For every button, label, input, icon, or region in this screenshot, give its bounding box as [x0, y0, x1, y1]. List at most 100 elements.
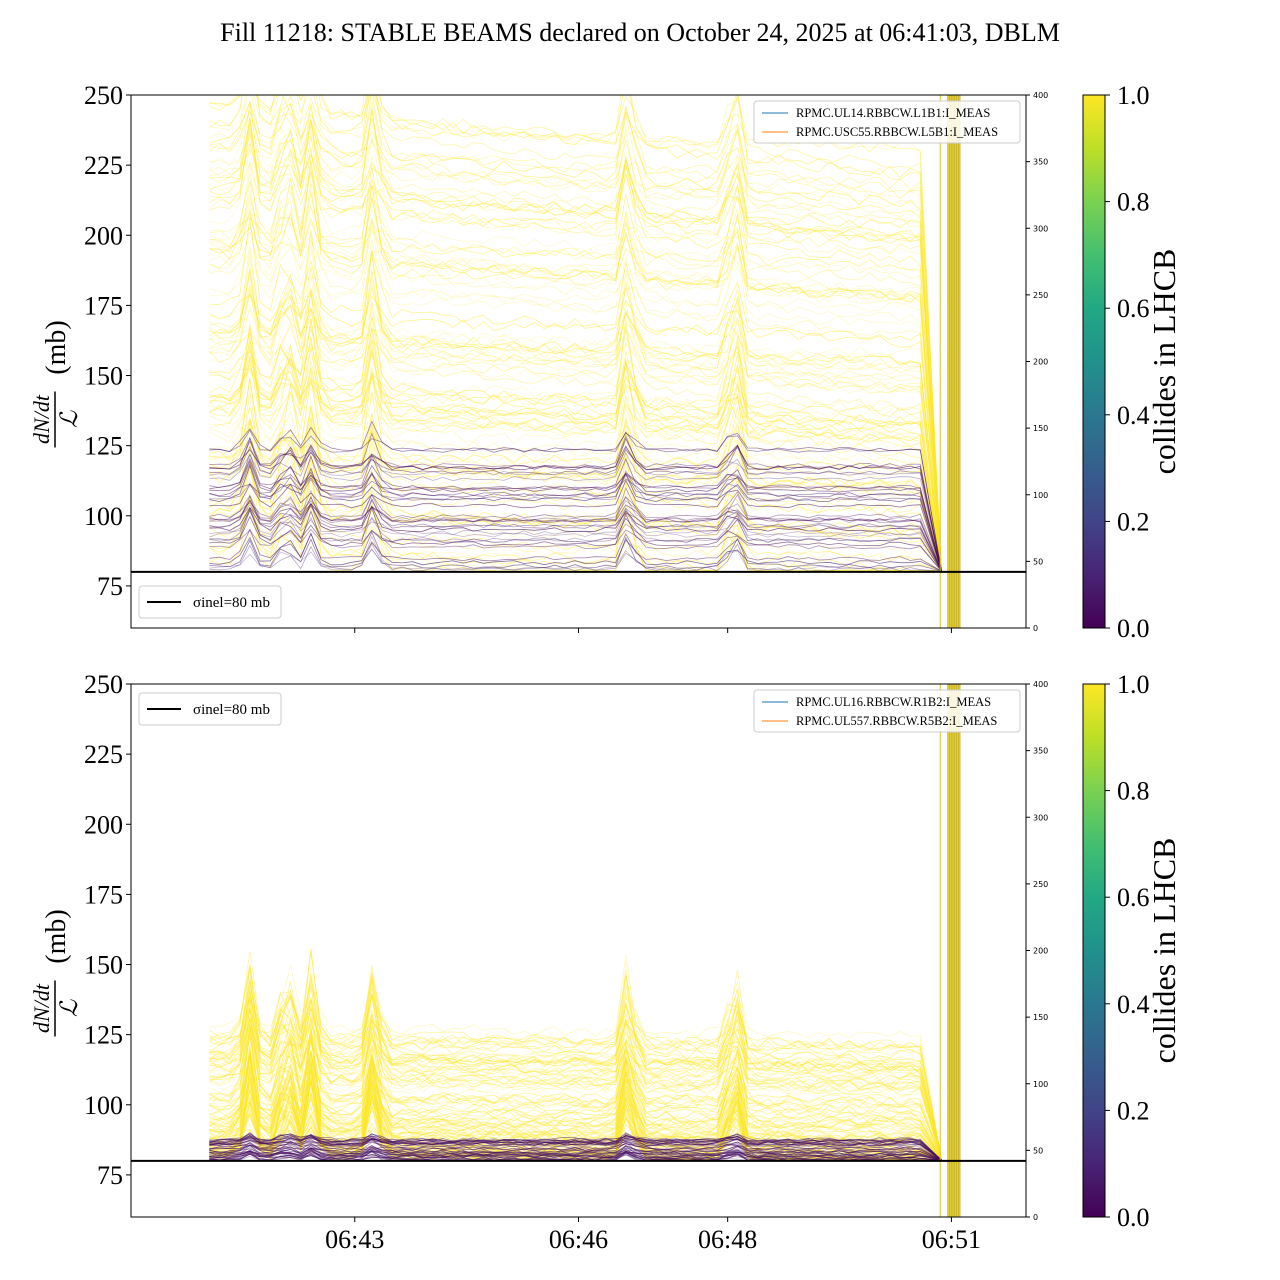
colliding-trace	[209, 1029, 942, 1160]
colliding-trace	[209, 1029, 942, 1160]
colliding-trace	[209, 963, 942, 1160]
colliding-trace	[209, 1036, 942, 1160]
colliding-trace	[209, 994, 942, 1160]
non-colliding-trace	[209, 542, 942, 572]
y2-tick-label: 200	[1033, 947, 1048, 956]
colliding-trace	[209, 975, 942, 1160]
colliding-trace	[209, 270, 942, 571]
colliding-trace	[209, 292, 942, 571]
non-colliding-trace	[209, 1146, 942, 1161]
colliding-trace	[209, 1035, 942, 1160]
colliding-trace	[209, 1051, 942, 1160]
y-tick-label: 225	[84, 740, 123, 769]
y-label-denominator: ℒ	[57, 999, 83, 1017]
colliding-trace	[209, 294, 942, 571]
colorbar-tick-label: 0.6	[1117, 294, 1150, 323]
colliding-trace	[209, 993, 942, 1160]
y-label-numerator: dN/dt	[29, 983, 54, 1033]
y2-tick-label: 400	[1033, 680, 1048, 689]
colliding-trace	[209, 192, 942, 571]
colorbar-label: collides in LHCB	[1146, 249, 1182, 475]
colorbar-tick-label: 0.6	[1117, 883, 1150, 912]
colliding-trace	[209, 1069, 942, 1160]
y2-tick-label: 0	[1033, 624, 1038, 633]
non-colliding-trace	[209, 506, 942, 572]
colliding-trace	[209, 369, 942, 571]
colliding-trace	[209, 132, 942, 571]
colliding-trace	[209, 275, 942, 571]
colliding-trace	[209, 325, 942, 571]
colliding-trace	[209, 1076, 942, 1160]
y-tick-label: 250	[84, 81, 123, 110]
colliding-trace	[209, 158, 942, 571]
colliding-trace	[209, 948, 942, 1160]
figure-title: Fill 11218: STABLE BEAMS declared on Oct…	[220, 18, 1060, 47]
colliding-trace	[209, 117, 942, 571]
colliding-trace	[209, 952, 942, 1160]
y2-tick-label: 350	[1033, 747, 1048, 756]
colliding-trace	[209, 1060, 942, 1160]
bottom-y-axis: 75 100 125 150 175 200 225 250	[84, 670, 131, 1190]
top-x-axis	[354, 628, 952, 633]
y2-tick-label: 50	[1033, 557, 1043, 566]
y2-tick-label: 200	[1033, 358, 1048, 367]
legend-box	[138, 692, 282, 726]
colliding-trace	[209, 1029, 942, 1160]
colliding-trace	[209, 984, 942, 1160]
colliding-trace	[209, 406, 942, 571]
colliding-trace	[209, 442, 942, 571]
colliding-trace	[209, 271, 942, 571]
legend-entry-label: RPMC.USC55.RBBCW.L5B1:I_MEAS	[796, 125, 998, 139]
legend-entry-label: RPMC.UL16.RBBCW.R1B2:I_MEAS	[796, 695, 991, 709]
colliding-trace	[209, 95, 942, 571]
y2-tick-label: 250	[1033, 291, 1048, 300]
colliding-trace	[209, 346, 942, 571]
non-colliding-trace	[209, 460, 942, 572]
colliding-trace	[209, 345, 942, 571]
colliding-trace	[209, 1006, 942, 1160]
colliding-trace	[209, 1017, 942, 1160]
colliding-trace	[209, 1051, 942, 1160]
bottom-colorbar: 0.0 0.2 0.4 0.6 0.8 1.0 collides in LHCB	[1082, 670, 1182, 1232]
colliding-trace	[209, 184, 942, 571]
colliding-trace	[209, 1001, 942, 1160]
top-y-axis: 75 100 125 150 175 200 225 250	[84, 81, 131, 601]
colliding-trace	[209, 95, 942, 571]
colliding-trace	[209, 320, 942, 571]
colorbar-tick-label: 0.2	[1117, 507, 1150, 536]
y-label-numerator: dN/dt	[29, 394, 54, 444]
non-colliding-trace	[209, 1134, 942, 1161]
non-colliding-trace	[209, 1148, 942, 1161]
y2-tick-label: 350	[1033, 158, 1048, 167]
colliding-trace	[209, 200, 942, 571]
colliding-trace	[209, 377, 942, 571]
colliding-trace	[209, 229, 942, 571]
colliding-trace	[209, 337, 942, 571]
y-tick-label: 225	[84, 151, 123, 180]
non-colliding-trace	[209, 420, 942, 572]
colorbar-tick-label: 0.4	[1117, 401, 1150, 430]
colliding-trace	[209, 977, 942, 1160]
non-colliding-trace	[209, 1145, 942, 1161]
non-colliding-trace	[209, 472, 942, 572]
colliding-trace	[209, 1019, 942, 1160]
colliding-trace	[209, 1066, 942, 1160]
colliding-trace	[209, 961, 942, 1160]
non-colliding-trace	[209, 470, 942, 572]
colliding-trace	[209, 136, 942, 571]
top-secondary-y-axis: 0 50 100 150 200 250 300 350 400	[1026, 91, 1048, 633]
top-colorbar: 0.0 0.2 0.4 0.6 0.8 1.0 collides in LHCB	[1082, 81, 1182, 643]
colliding-trace	[209, 992, 942, 1160]
non-colliding-trace	[209, 429, 942, 572]
colliding-trace	[209, 1058, 942, 1160]
y-label-unit: (mb)	[41, 909, 72, 963]
non-colliding-trace	[209, 532, 942, 572]
y2-tick-label: 100	[1033, 491, 1048, 500]
colliding-trace	[209, 1024, 942, 1160]
colliding-trace	[209, 95, 942, 571]
y2-tick-label: 300	[1033, 813, 1048, 822]
colliding-trace	[209, 266, 942, 571]
colliding-trace	[209, 103, 942, 571]
legend-entry-label: RPMC.UL557.RBBCW.R5B2:I_MEAS	[796, 714, 997, 728]
colliding-trace	[209, 337, 942, 571]
